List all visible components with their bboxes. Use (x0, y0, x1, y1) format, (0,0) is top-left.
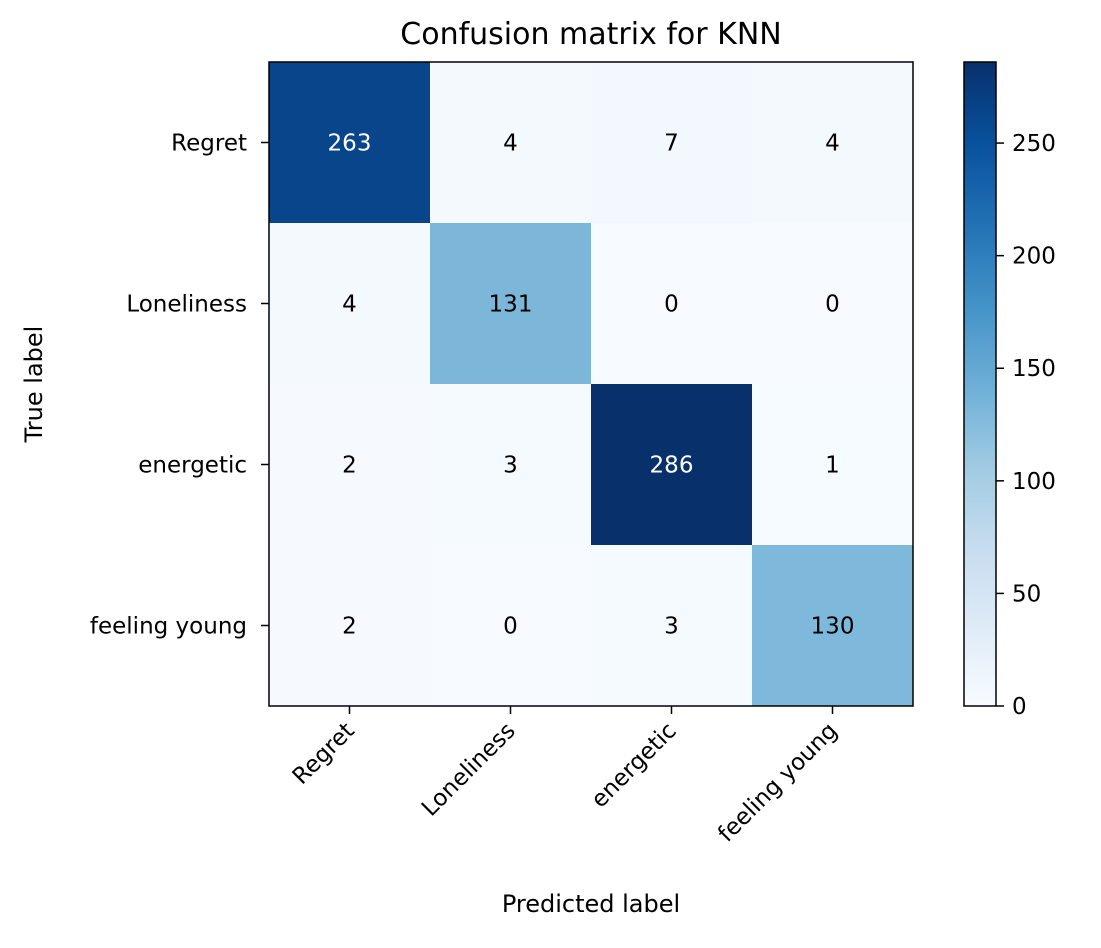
heatmap-cells (269, 62, 914, 707)
cell-value-label: 0 (664, 292, 679, 318)
y-tick-label: Regret (171, 131, 247, 157)
x-tick-label: Loneliness (417, 718, 521, 822)
y-tick-label: feeling young (90, 614, 247, 640)
heatmap-cell-labels: 263 4 7 4 4 131 0 0 2 3 286 1 2 0 3 130 (328, 131, 855, 640)
chart-title: Confusion matrix for KNN (400, 17, 781, 52)
heatmap-cell (752, 384, 914, 546)
cell-value-label: 0 (503, 614, 518, 640)
heatmap-cell (430, 545, 592, 707)
cell-value-label: 1 (825, 453, 840, 479)
cell-value-label: 130 (811, 614, 855, 640)
heatmap-cell (591, 223, 753, 385)
heatmap-cell (752, 62, 914, 224)
heatmap-cell (591, 545, 753, 707)
cell-value-label: 286 (650, 453, 694, 479)
heatmap-cell (752, 545, 914, 707)
cell-value-label: 263 (328, 131, 372, 157)
colorbar (963, 61, 997, 707)
heatmap-cell (269, 384, 431, 546)
cell-value-label: 0 (825, 292, 840, 318)
heatmap-cell (269, 62, 431, 224)
heatmap-cell (269, 223, 431, 385)
cell-value-label: 2 (342, 453, 357, 479)
x-tick-label: energetic (586, 718, 681, 813)
colorbar-tick-label: 150 (1012, 356, 1056, 382)
y-tick-label: energetic (138, 453, 247, 479)
cell-value-label: 2 (342, 614, 357, 640)
heatmap-cell (752, 223, 914, 385)
cell-value-label: 4 (342, 292, 357, 318)
cell-value-label: 3 (503, 453, 518, 479)
x-tick-label: Regret (288, 718, 360, 790)
colorbar-tick-label: 200 (1012, 244, 1056, 270)
y-axis-ticks: Regret Loneliness energetic feeling young (90, 131, 269, 640)
heatmap-cell (591, 62, 753, 224)
plot-frame (268, 61, 914, 707)
heatmap-cell (430, 223, 592, 385)
x-axis-label: Predicted label (502, 890, 680, 918)
heatmap-cell (430, 62, 592, 224)
heatmap-cell (430, 384, 592, 546)
colorbar-tick-label: 100 (1012, 469, 1056, 495)
cell-value-label: 4 (825, 131, 840, 157)
cell-value-label: 4 (503, 131, 518, 157)
colorbar-tick-label: 250 (1012, 131, 1056, 157)
x-tick-label: feeling young (713, 718, 842, 847)
heatmap-cell (269, 545, 431, 707)
x-axis-ticks: Regret Loneliness energetic feeling young (288, 706, 843, 847)
cell-value-label: 131 (489, 292, 533, 318)
colorbar-tick-label: 50 (1012, 581, 1041, 607)
heatmap-cell (591, 384, 753, 546)
y-axis-label: True label (20, 326, 48, 444)
cell-value-label: 7 (664, 131, 679, 157)
colorbar-tick-label: 0 (1012, 694, 1027, 720)
y-tick-label: Loneliness (126, 292, 247, 318)
cell-value-label: 3 (664, 614, 679, 640)
colorbar-ticks: 0 50 100 150 200 250 (996, 131, 1056, 720)
